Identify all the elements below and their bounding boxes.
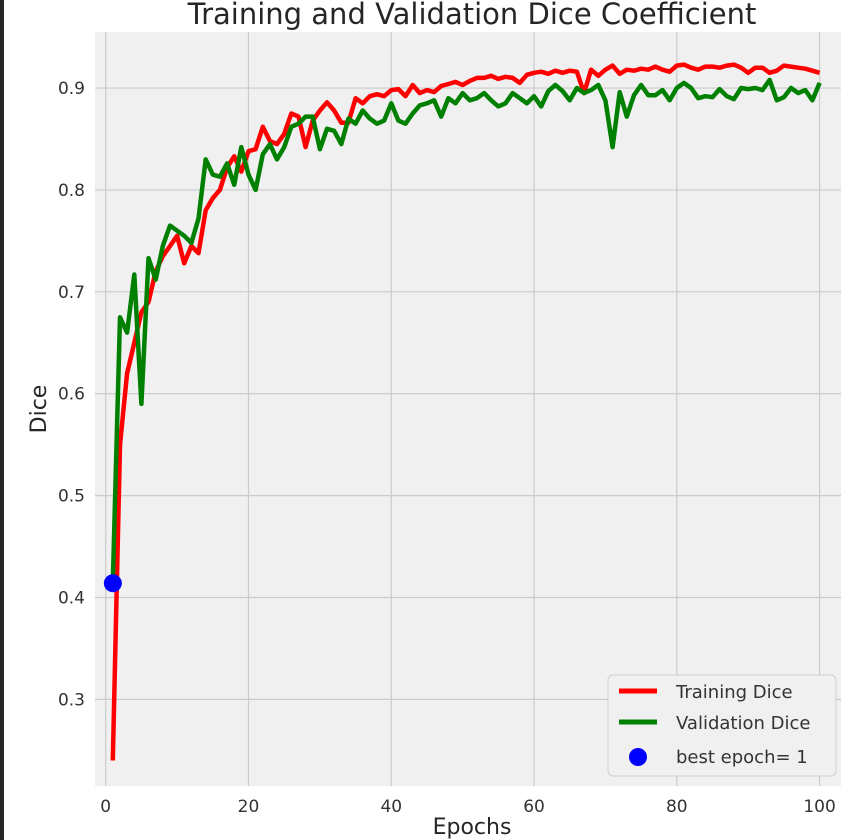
best-epoch-point <box>103 574 122 593</box>
legend-label-validation: Validation Dice <box>676 713 810 734</box>
legend-label-training: Training Dice <box>675 682 793 703</box>
chart-title: Training and Validation Dice Coefficient <box>187 0 757 31</box>
legend-label-best-epoch: best epoch= 1 <box>676 747 808 768</box>
y-tick-labels: 0.3 0.4 0.5 0.6 0.7 0.8 0.9 <box>58 79 85 710</box>
y-tick-label: 0.7 <box>58 283 85 303</box>
x-tick-label: 60 <box>523 797 545 817</box>
plot-area <box>95 32 841 786</box>
x-tick-label: 80 <box>666 797 688 817</box>
x-tick-labels: 0 20 40 60 80 100 <box>100 797 836 817</box>
grid <box>95 32 841 786</box>
y-tick-label: 0.5 <box>58 487 85 507</box>
x-tick-label: 20 <box>238 797 260 817</box>
series-line-validation-dice <box>110 77 822 583</box>
legend-box <box>607 674 837 777</box>
x-tick-label: 40 <box>380 797 402 817</box>
y-tick-label: 0.4 <box>58 589 85 609</box>
y-tick-label: 0.8 <box>58 181 85 201</box>
x-axis-label: Epochs <box>433 815 512 840</box>
window-left-edge <box>0 0 4 840</box>
series-lines <box>110 62 822 761</box>
y-tick-label: 0.3 <box>58 690 85 710</box>
legend-marker-best-epoch <box>629 748 647 766</box>
y-tick-label: 0.6 <box>58 385 85 405</box>
x-tick-label: 0 <box>100 797 111 817</box>
x-tick-label: 100 <box>803 797 835 817</box>
series-line-training-dice <box>110 62 821 761</box>
y-tick-label: 0.9 <box>58 79 85 99</box>
y-axis-label: Dice <box>27 385 52 434</box>
best-point-layer <box>103 574 122 593</box>
legend: Training Dice Validation Dice best epoch… <box>607 674 837 777</box>
